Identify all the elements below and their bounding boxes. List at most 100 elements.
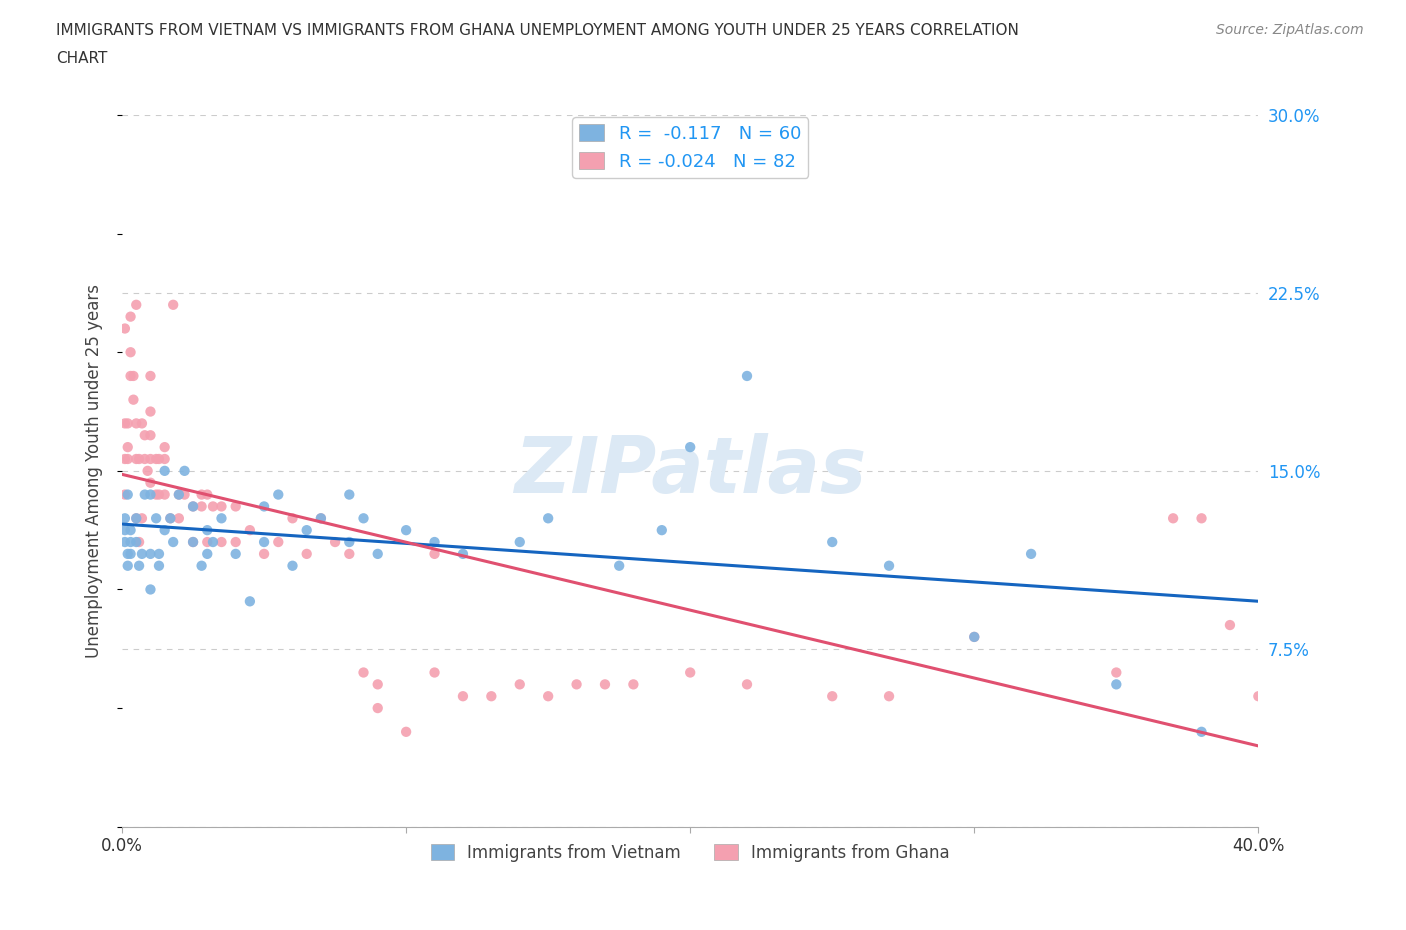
Point [114,321,136,336]
Point [367,547,389,562]
Point [821,535,844,550]
Point [201,535,224,550]
Point [153,440,176,455]
Point [451,689,474,704]
Point [395,724,418,739]
Point [295,523,318,538]
Point [139,428,162,443]
Point [195,535,218,550]
Point [565,677,588,692]
Text: IMMIGRANTS FROM VIETNAM VS IMMIGRANTS FROM GHANA UNEMPLOYMENT AMONG YOUTH UNDER : IMMIGRANTS FROM VIETNAM VS IMMIGRANTS FR… [56,23,1019,38]
Point [353,665,375,680]
Point [1219,618,1241,632]
Point [295,547,318,562]
Point [125,298,148,312]
Point [162,298,184,312]
Point [131,416,153,431]
Point [114,511,136,525]
Point [367,677,389,692]
Point [131,547,153,562]
Point [337,487,360,502]
Point [139,452,162,467]
Point [117,452,139,467]
Point [114,487,136,502]
Text: Source: ZipAtlas.com: Source: ZipAtlas.com [1216,23,1364,37]
Point [423,535,446,550]
Point [225,547,247,562]
Point [253,499,276,514]
Point [337,535,360,550]
Point [181,499,204,514]
Point [1161,511,1184,525]
Point [148,558,170,573]
Point [159,511,181,525]
Point [1247,689,1270,704]
Point [120,368,142,383]
Text: ZIPatlas: ZIPatlas [515,432,866,509]
Point [120,547,142,562]
Point [253,547,276,562]
Point [735,368,758,383]
Point [139,547,162,562]
Point [423,547,446,562]
Point [323,535,346,550]
Point [201,499,224,514]
Point [195,523,218,538]
Point [509,677,531,692]
Point [181,499,204,514]
Point [114,523,136,538]
Point [125,452,148,467]
Point [148,452,170,467]
Point [337,547,360,562]
Point [120,309,142,324]
Point [1191,511,1213,525]
Point [963,630,986,644]
Point [1105,677,1128,692]
Point [153,452,176,467]
Point [114,416,136,431]
Point [145,487,167,502]
Point [1191,724,1213,739]
Point [309,511,332,525]
Point [125,511,148,525]
Point [167,487,190,502]
Point [253,535,276,550]
Point [309,511,332,525]
Point [125,535,148,550]
Point [225,499,247,514]
Point [195,547,218,562]
Point [211,535,233,550]
Point [117,487,139,502]
Point [190,487,212,502]
Point [353,511,375,525]
Legend: Immigrants from Vietnam, Immigrants from Ghana: Immigrants from Vietnam, Immigrants from… [425,837,956,869]
Point [134,487,156,502]
Point [120,345,142,360]
Point [120,535,142,550]
Point [181,535,204,550]
Point [190,558,212,573]
Point [122,368,145,383]
Point [367,700,389,715]
Point [537,689,560,704]
Point [621,677,644,692]
Point [190,499,212,514]
Point [181,535,204,550]
Point [134,452,156,467]
Point [593,677,616,692]
Point [877,689,900,704]
Point [117,547,139,562]
Point [131,511,153,525]
Point [423,665,446,680]
Point [128,452,150,467]
Point [159,511,181,525]
Point [167,487,190,502]
Y-axis label: Unemployment Among Youth under 25 years: Unemployment Among Youth under 25 years [86,284,103,658]
Point [148,487,170,502]
Point [148,547,170,562]
Point [281,558,304,573]
Text: CHART: CHART [56,51,108,66]
Point [139,582,162,597]
Point [239,523,262,538]
Point [225,535,247,550]
